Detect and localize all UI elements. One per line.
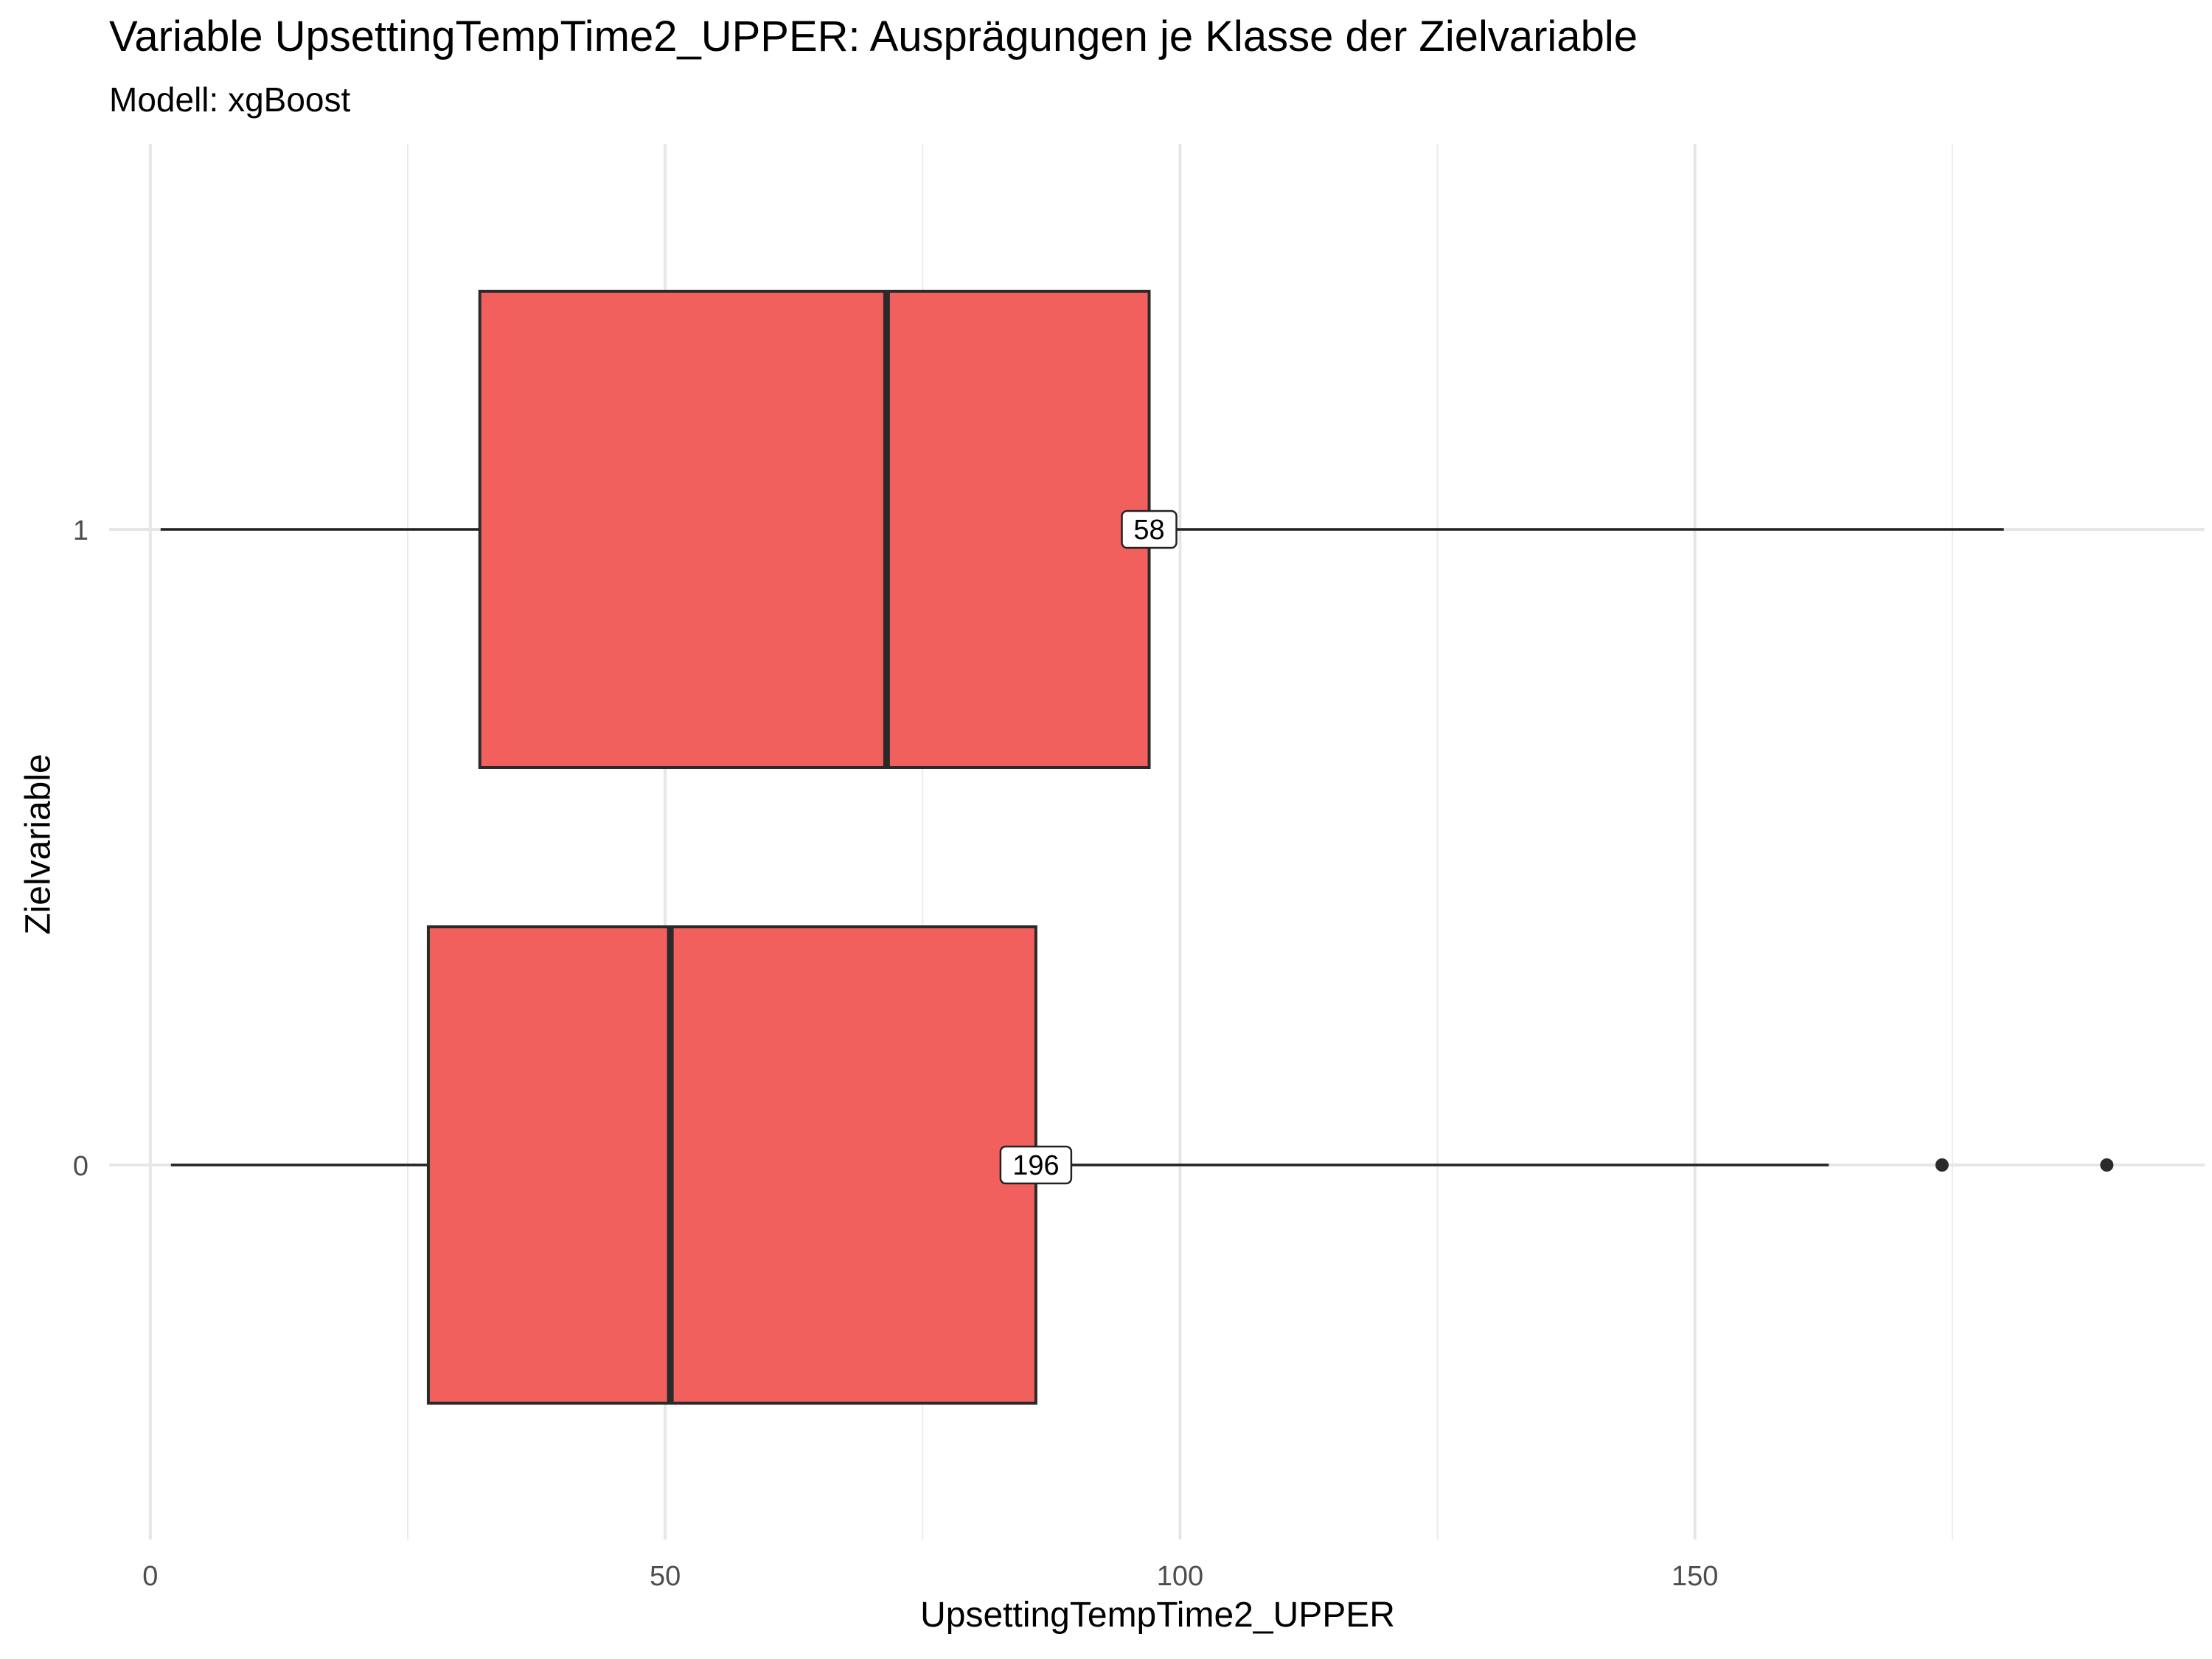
box-series: 196 58 xyxy=(160,290,2114,1405)
outlier-point xyxy=(1935,1158,1949,1172)
chart-title: Variable UpsettingTempTime2_UPPER: Auspr… xyxy=(109,13,1638,60)
x-tick-label: 100 xyxy=(1157,1561,1203,1592)
x-axis-label: UpsettingTempTime2_UPPER xyxy=(920,1596,1395,1635)
count-label: 58 xyxy=(1133,515,1164,546)
count-label-box xyxy=(1121,509,1178,549)
box-1: 58 xyxy=(160,290,2004,769)
box-rect xyxy=(478,290,1151,769)
x-tick-label: 150 xyxy=(1672,1561,1718,1592)
box-0: 196 xyxy=(170,925,2114,1405)
outlier-point xyxy=(2100,1158,2114,1172)
box-rect xyxy=(426,925,1037,1405)
y-tick-label: 1 xyxy=(73,515,88,546)
x-tick-label: 0 xyxy=(142,1561,158,1592)
y-tick-label: 0 xyxy=(73,1151,88,1182)
chart-subtitle: Modell: xgBoost xyxy=(109,80,351,119)
y-axis-label: Zielvariable xyxy=(18,754,58,935)
count-label-box xyxy=(999,1145,1073,1185)
x-tick-label: 50 xyxy=(650,1561,681,1592)
y-axis-ticks: 01 xyxy=(73,515,88,1182)
count-label: 196 xyxy=(1012,1150,1059,1181)
x-axis-ticks: 0 50 100 150 xyxy=(142,1561,1718,1592)
major-gridlines xyxy=(109,144,2205,1540)
